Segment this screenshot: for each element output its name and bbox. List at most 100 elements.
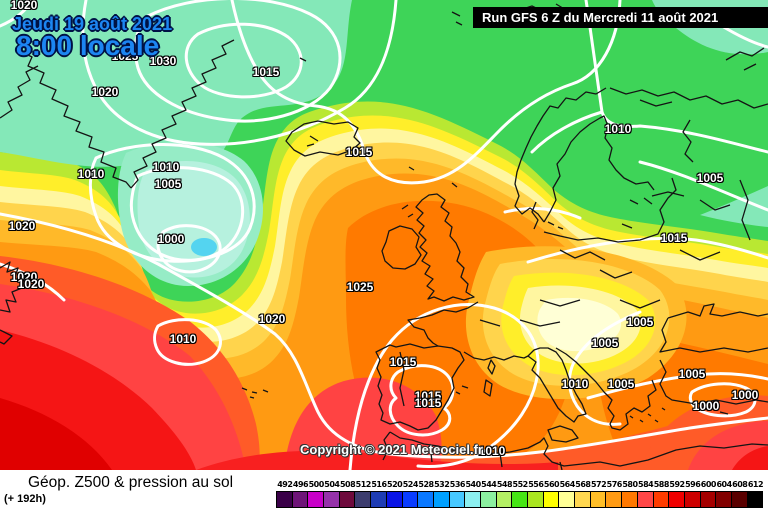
legend-swatch bbox=[338, 491, 356, 508]
legend-value: 544 bbox=[481, 480, 497, 489]
legend-value: 504 bbox=[324, 480, 340, 489]
pressure-label: 1020 bbox=[17, 277, 45, 291]
legend-cell: 512 bbox=[354, 480, 372, 508]
legend-swatch bbox=[370, 491, 387, 508]
legend-cell: 584 bbox=[636, 480, 654, 508]
map-title: Géop. Z500 & pression au sol bbox=[28, 474, 234, 491]
legend-swatch bbox=[354, 491, 372, 508]
pressure-label: 1020 bbox=[91, 85, 119, 99]
pressure-label: 1010 bbox=[604, 122, 632, 136]
legend-value: 528 bbox=[418, 480, 434, 489]
legend-swatch bbox=[511, 491, 528, 508]
z500-color-scale: 492 496 500 504 508 512 516 520 524 528 532 536 540 5… bbox=[276, 480, 765, 508]
pressure-label: 1010 bbox=[152, 160, 180, 174]
legend-cell: 540 bbox=[464, 480, 481, 508]
legend-swatch bbox=[479, 491, 497, 508]
legend-value: 596 bbox=[685, 480, 701, 489]
legend-cell: 612 bbox=[746, 480, 764, 508]
legend-cell: 532 bbox=[432, 480, 450, 508]
footer-bar: Géop. Z500 & pression au sol (+ 192h) 49… bbox=[0, 470, 768, 512]
legend-swatch bbox=[464, 491, 481, 508]
pressure-label: 1020 bbox=[258, 312, 286, 326]
legend-swatch bbox=[605, 491, 623, 508]
pressure-label: 1030 bbox=[149, 54, 177, 68]
pressure-label: 1025 bbox=[111, 49, 139, 63]
legend-value: 588 bbox=[653, 480, 670, 489]
legend-value: 572 bbox=[590, 480, 607, 489]
pressure-label: 1020 bbox=[8, 219, 36, 233]
pressure-label: 1010 bbox=[561, 377, 589, 391]
legend-value: 576 bbox=[606, 480, 623, 489]
legend-cell: 492 bbox=[276, 480, 293, 508]
legend-swatch bbox=[432, 491, 450, 508]
legend-value: 536 bbox=[449, 480, 466, 489]
pressure-label: 1005 bbox=[678, 367, 706, 381]
pressure-label: 1010 bbox=[478, 444, 506, 458]
legend-value: 568 bbox=[575, 480, 591, 489]
valid-time-text: 8:00 locale bbox=[16, 30, 160, 61]
legend-cell: 544 bbox=[479, 480, 497, 508]
legend-cell: 508 bbox=[338, 480, 356, 508]
legend-value: 496 bbox=[292, 480, 309, 489]
legend-value: 524 bbox=[402, 480, 419, 489]
copyright-text: Copyright © 2021 Meteociel.fr bbox=[300, 442, 483, 457]
legend-swatch bbox=[589, 491, 607, 508]
model-run-bar: Run GFS 6 Z du Mercredi 11 août 2021 bbox=[473, 7, 768, 28]
pressure-label: 1005 bbox=[607, 377, 635, 391]
legend-swatch bbox=[291, 491, 309, 508]
legend-value: 492 bbox=[277, 480, 293, 489]
legend-cell: 604 bbox=[715, 480, 732, 508]
legend-cell: 552 bbox=[511, 480, 529, 508]
pressure-label: 1005 bbox=[696, 171, 724, 185]
legend-value: 604 bbox=[716, 480, 732, 489]
legend-cell: 568 bbox=[574, 480, 591, 508]
legend-value: 540 bbox=[465, 480, 481, 489]
legend-cell: 548 bbox=[495, 480, 513, 508]
legend-value: 508 bbox=[339, 480, 356, 489]
legend-cell: 516 bbox=[370, 480, 387, 508]
pressure-label: 1000 bbox=[731, 388, 759, 402]
map-area: 1020 1025 1030 1020 1015 1010 1010 1005 1000 1020… bbox=[0, 0, 768, 470]
legend-cell: 500 bbox=[307, 480, 324, 508]
legend-cell: 596 bbox=[683, 480, 701, 508]
pressure-label: 1015 bbox=[389, 355, 417, 369]
pressure-label: 1015 bbox=[660, 231, 688, 245]
pressure-label: 1025 bbox=[346, 280, 374, 294]
valid-date-text: Jeudi 19 août 2021 bbox=[12, 14, 173, 34]
legend-swatch bbox=[401, 491, 419, 508]
legend-swatch bbox=[636, 491, 654, 508]
legend-value: 592 bbox=[669, 480, 685, 489]
legend-cell: 504 bbox=[323, 480, 340, 508]
legend-cell: 580 bbox=[621, 480, 638, 508]
legend-value: 584 bbox=[638, 480, 654, 489]
pressure-label: 1015 bbox=[414, 389, 442, 403]
legend-value: 556 bbox=[528, 480, 544, 489]
legend-swatch bbox=[746, 491, 764, 508]
legend-swatch bbox=[574, 491, 591, 508]
pressure-label: 1015 bbox=[414, 396, 442, 410]
legend-swatch bbox=[558, 491, 576, 508]
legend-swatch bbox=[385, 491, 403, 508]
legend-cell: 600 bbox=[699, 480, 716, 508]
map-canvas bbox=[0, 0, 768, 470]
legend-value: 612 bbox=[747, 480, 764, 489]
legend-cell: 588 bbox=[652, 480, 670, 508]
legend-cell: 524 bbox=[401, 480, 419, 508]
legend-value: 532 bbox=[434, 480, 450, 489]
pressure-label: 1000 bbox=[157, 232, 185, 246]
legend-cell: 536 bbox=[448, 480, 466, 508]
legend-swatch bbox=[417, 491, 434, 508]
legend-cell: 592 bbox=[668, 480, 685, 508]
legend-value: 516 bbox=[371, 480, 387, 489]
legend-value: 520 bbox=[387, 480, 403, 489]
legend-cell: 496 bbox=[291, 480, 309, 508]
legend-swatch bbox=[542, 491, 560, 508]
pressure-label: 1015 bbox=[252, 65, 280, 79]
pressure-label: 1010 bbox=[77, 167, 105, 181]
legend-swatch bbox=[683, 491, 701, 508]
pressure-label: 1005 bbox=[154, 177, 182, 191]
legend-value: 608 bbox=[732, 480, 748, 489]
legend-swatch bbox=[730, 491, 748, 508]
legend-cell: 560 bbox=[542, 480, 560, 508]
legend-value: 552 bbox=[512, 480, 529, 489]
